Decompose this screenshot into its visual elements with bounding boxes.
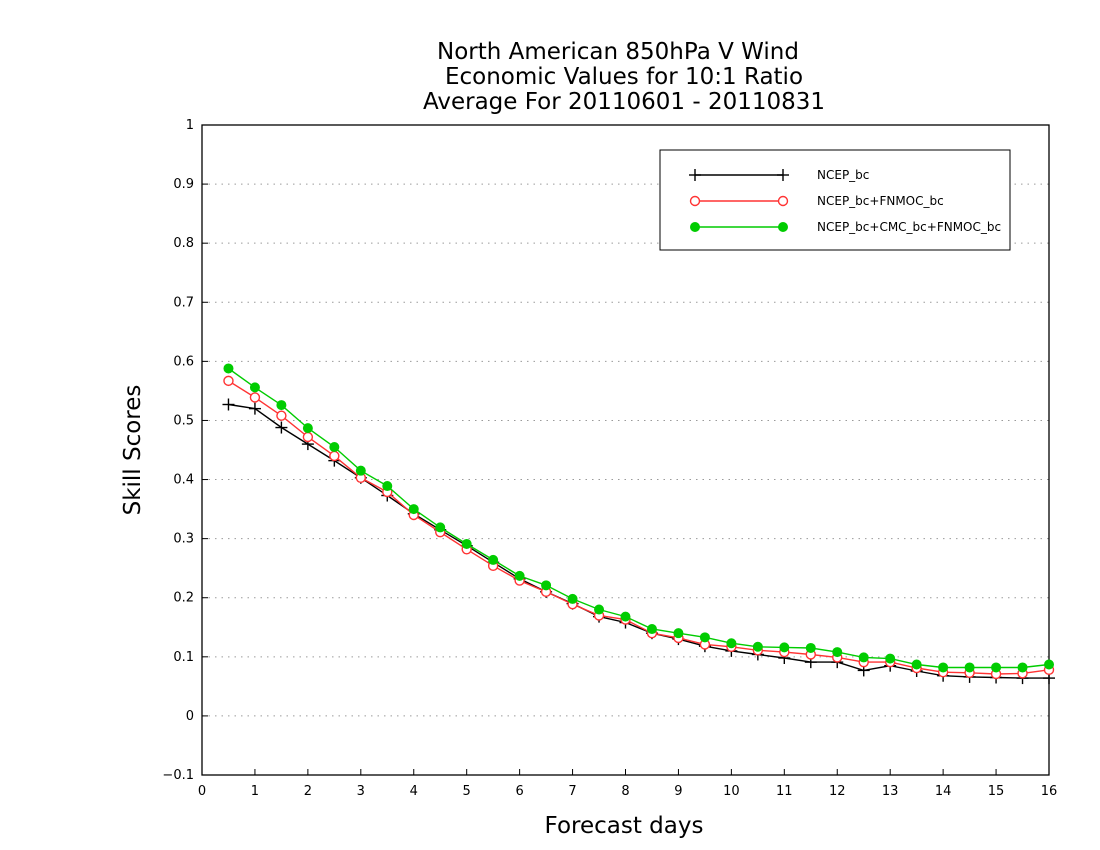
data-point (1017, 662, 1028, 673)
data-point (541, 580, 552, 591)
chart-title-line-1: North American 850hPa V Wind (437, 39, 799, 65)
x-tick-label: 7 (568, 784, 576, 799)
data-point (302, 423, 313, 434)
chart-title-line-2: Economic Values for 10:1 Ratio (445, 64, 803, 90)
x-tick-label: 3 (357, 784, 365, 799)
data-point (805, 642, 816, 653)
legend: NCEP_bc NCEP_bc+FNMOC_bc NCEP_bc+CMC_bc+FN… (659, 149, 1011, 251)
data-point (302, 431, 314, 443)
legend-label: NCEP_bc+CMC_bc+FNMOC_bc (817, 220, 1001, 234)
data-point (689, 195, 701, 207)
y-axis: −0.1 0 0.1 0.2 0.3 0.4 0.5 0.6 0.7 0.8 0.9 1 (162, 118, 208, 783)
data-point (885, 653, 896, 664)
data-point (276, 410, 287, 421)
data-point (249, 392, 261, 403)
data-point (276, 400, 287, 411)
x-tick-label: 1 (251, 784, 259, 799)
data-point (275, 421, 288, 434)
y-tick-label: −0.1 (162, 768, 194, 783)
series-3 (223, 363, 1054, 673)
x-axis: 0 1 2 3 4 5 6 7 8 9 10 11 12 13 14 15 16 (198, 769, 1057, 799)
x-tick-label: 13 (882, 784, 899, 799)
data-point (329, 450, 340, 462)
y-tick-label: 1 (186, 118, 194, 133)
series-line (228, 380, 1050, 675)
x-tick-label: 10 (723, 784, 740, 799)
chart-title-line-3: Average For 20110601 - 20110831 (423, 89, 825, 115)
data-point (382, 481, 393, 492)
y-tick-label: 0.2 (173, 591, 194, 606)
data-point (620, 611, 631, 622)
gridlines (202, 183, 1049, 717)
series-line (228, 367, 1050, 669)
data-point (726, 638, 737, 649)
x-tick-label: 14 (935, 784, 952, 799)
y-tick-label: 0.6 (173, 354, 194, 369)
x-tick-label: 16 (1041, 784, 1058, 799)
series-line (228, 403, 1049, 679)
x-tick-label: 8 (621, 784, 629, 799)
data-point (778, 222, 788, 232)
y-tick-label: 0.3 (173, 532, 194, 547)
data-point (673, 628, 684, 639)
x-tick-label: 9 (674, 784, 682, 799)
y-tick-label: 0.7 (173, 295, 194, 310)
x-tick-label: 4 (410, 784, 418, 799)
x-tick-label: 12 (829, 784, 846, 799)
y-tick-label: 0.4 (173, 473, 194, 488)
x-tick-label: 15 (988, 784, 1005, 799)
data-point (514, 570, 525, 581)
x-tick-label: 11 (776, 784, 793, 799)
data-point (779, 642, 790, 653)
chart-title: North American 850hPa V Wind Economic Va… (423, 39, 825, 115)
y-tick-label: 0.1 (173, 650, 194, 665)
x-axis-title: Forecast days (545, 813, 704, 839)
x-tick-label: 2 (304, 784, 312, 799)
data-point (689, 169, 701, 181)
data-point (222, 398, 235, 411)
data-point (435, 522, 446, 533)
data-point (964, 662, 975, 673)
data-point (858, 652, 869, 663)
series-layer (222, 363, 1055, 685)
data-point (223, 375, 234, 387)
y-tick-label: 0.5 (173, 413, 194, 428)
data-point (938, 662, 949, 673)
data-point (690, 222, 700, 232)
data-point (699, 632, 710, 643)
data-point (991, 662, 1002, 673)
x-tick-label: 0 (198, 784, 206, 799)
data-point (777, 195, 789, 207)
data-point (594, 604, 605, 615)
legend-box (659, 149, 1011, 251)
data-point (408, 504, 419, 515)
data-point (329, 442, 340, 453)
data-point (911, 659, 922, 670)
data-point (832, 647, 843, 658)
data-point (646, 624, 657, 635)
data-point (248, 402, 261, 415)
series-2 (223, 375, 1055, 680)
data-point (777, 169, 789, 181)
data-point (355, 465, 366, 476)
legend-label: NCEP_bc (817, 168, 869, 182)
y-tick-label: 0.8 (173, 236, 194, 251)
y-tick-label: 0.9 (173, 177, 194, 192)
data-point (752, 641, 763, 652)
series-1 (222, 398, 1055, 685)
y-axis-title: Skill Scores (120, 385, 146, 516)
data-point (461, 538, 472, 549)
data-point (223, 363, 234, 374)
data-point (567, 593, 578, 604)
legend-label: NCEP_bc+FNMOC_bc (817, 194, 944, 208)
x-tick-label: 6 (515, 784, 523, 799)
data-point (1044, 659, 1054, 670)
y-tick-label: 0 (186, 709, 194, 724)
data-point (488, 554, 499, 565)
data-point (249, 382, 260, 393)
x-tick-label: 5 (463, 784, 471, 799)
